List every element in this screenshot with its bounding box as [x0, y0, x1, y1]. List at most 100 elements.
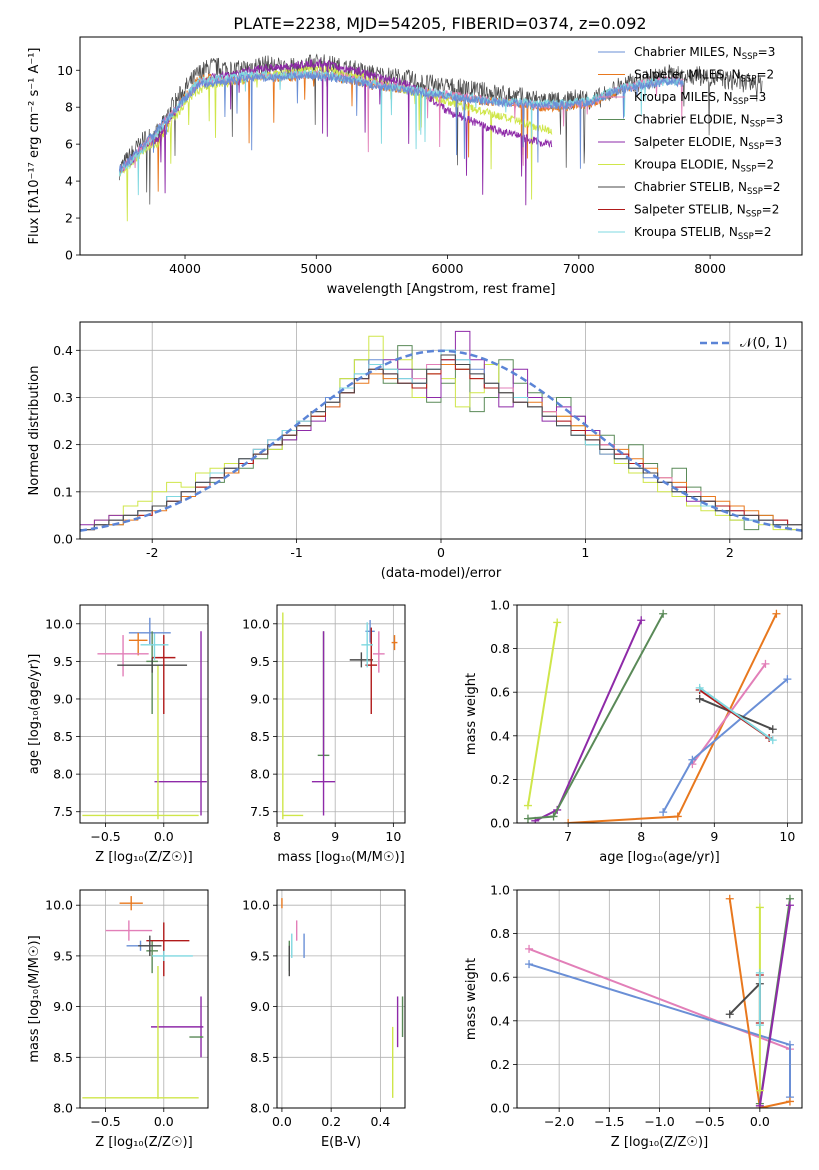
data-point: [564, 819, 573, 823]
histogram-step: [80, 354, 802, 539]
data-point: [768, 736, 777, 745]
y-tick-label: 9.5: [53, 948, 73, 963]
plot-area: [118, 53, 763, 222]
data-point: [523, 814, 532, 823]
data-point: [785, 901, 794, 910]
panel-massweight_vs_age: 7 8 9 10 0.0 0.2 0.4 0.6 0.8 1.0 age [log₁₀(age/yr…: [464, 598, 803, 865]
gaussian-curve: [80, 349, 802, 532]
y-tick-label: 2: [65, 211, 73, 226]
y-tick-label: 0.8: [490, 641, 510, 656]
x-axis-label: mass [log₁₀(M/M☉)]: [277, 850, 404, 865]
y-tick-label: 8.5: [53, 729, 73, 744]
mass-weight-line: [528, 947, 791, 1051]
panel-age_vs_mass: 8 9 10 7.5 8.0 8.5 9.0 9.5 10.0 mass [log₁₀(M/M☉)…: [242, 604, 406, 865]
data-point: [755, 1086, 764, 1095]
plot-area: [82, 896, 204, 1099]
y-tick-label: 1.0: [490, 883, 510, 898]
mass-weight-line: [527, 622, 559, 806]
mass-weight-line: [691, 663, 767, 765]
panel-frame: [516, 604, 803, 824]
y-tick-label: 8.5: [53, 1050, 73, 1065]
x-tick-label: −2.0: [544, 1114, 574, 1129]
data-point: [725, 894, 734, 903]
y-tick-label: 0: [65, 248, 73, 263]
y-tick-label: 0.2: [490, 1057, 510, 1072]
y-tick-label: 0.6: [490, 685, 510, 700]
data-point: [755, 1101, 764, 1108]
y-axis-label: Normed distribution: [27, 366, 42, 496]
legend-label: Chabrier ELODIE, NSSP=3: [634, 113, 783, 130]
legend-label: Salpeter STELIB, NSSP=2: [634, 203, 779, 220]
plot-area: [523, 609, 792, 823]
y-tick-label: 0.6: [490, 970, 510, 985]
x-tick-label: 0: [437, 545, 445, 560]
x-tick-label: 4000: [169, 261, 201, 276]
x-axis-label: Z [log₁₀(Z/Z☉)]: [95, 1135, 192, 1150]
x-tick-label: −1.5: [594, 1114, 624, 1129]
data-point: [785, 1040, 794, 1049]
x-tick-label: 7: [564, 829, 572, 844]
plot-area: [82, 617, 207, 820]
panel-spectrum: 4000 5000 6000 7000 8000 0 2 4 6 8 10 wavelength [A…: [27, 36, 803, 297]
panel-age_vs_Z: −0.5 0.0 7.5 8.0 8.5 9.0 9.5 10.0 Z [log₁₀(Z/Z☉)…: [27, 604, 209, 865]
x-tick-label: 8: [637, 829, 645, 844]
y-axis-label: mass weight: [464, 673, 479, 755]
y-tick-label: 0.8: [490, 926, 510, 941]
x-tick-label: 0.0: [750, 1114, 770, 1129]
x-axis-label: (data-model)/error: [381, 566, 502, 581]
data-point: [659, 808, 668, 817]
y-tick-label: 9.0: [53, 691, 73, 706]
legend-label: Kroupa MILES, NSSP=3: [634, 90, 766, 107]
x-tick-label: 1: [581, 545, 589, 560]
data-point: [659, 609, 668, 618]
legend-label: Chabrier STELIB, NSSP=2: [634, 180, 781, 197]
y-axis-label: Flux [fλ10⁻¹⁷ erg cm⁻² s⁻¹ A⁻¹]: [27, 48, 42, 245]
legend-label: Kroupa ELODIE, NSSP=2: [634, 158, 774, 175]
x-tick-label: 10: [779, 829, 795, 844]
data-point: [637, 616, 646, 625]
y-tick-label: 0.0: [53, 532, 73, 547]
panel-frame: [79, 889, 209, 1109]
spectrum-series-line: [119, 53, 763, 205]
y-tick-label: 0.4: [53, 343, 73, 358]
plot-area: [525, 894, 794, 1108]
mass-weight-line: [662, 678, 789, 813]
panel-frame: [79, 36, 803, 256]
y-tick-label: 4: [65, 174, 73, 189]
x-tick-label: -2: [146, 545, 158, 560]
x-axis-label: E(B-V): [321, 1135, 361, 1150]
panel-frame: [276, 604, 406, 824]
y-tick-label: 9.0: [250, 999, 270, 1014]
x-tick-label: 0.0: [154, 829, 174, 844]
y-tick-label: 7.5: [250, 804, 270, 819]
x-axis-label: Z [log₁₀(Z/Z☉)]: [611, 1135, 708, 1150]
y-tick-label: 10.0: [242, 898, 270, 913]
spectrum-series-line: [118, 71, 684, 173]
x-tick-label: 6000: [432, 261, 464, 276]
y-tick-label: 8: [65, 100, 73, 115]
y-tick-label: 9.5: [250, 654, 270, 669]
x-tick-label: 7000: [563, 261, 595, 276]
mass-weight-line: [527, 613, 665, 820]
y-tick-label: 8.0: [250, 767, 270, 782]
x-axis-label: Z [log₁₀(Z/Z☉)]: [95, 850, 192, 865]
panel-frame: [79, 604, 209, 824]
data-point: [523, 801, 532, 810]
x-axis-label: wavelength [Angstrom, rest frame]: [327, 282, 556, 297]
data-point: [553, 618, 562, 627]
legend-label: Salpeter ELODIE, NSSP=3: [634, 135, 782, 152]
y-tick-label: 1.0: [490, 598, 510, 613]
y-tick-label: 0.0: [490, 1101, 510, 1116]
x-tick-label: 10: [385, 829, 401, 844]
y-tick-label: 10.0: [242, 616, 270, 631]
mass-weight-line: [758, 905, 791, 1106]
y-tick-label: 8.0: [250, 1101, 270, 1116]
x-tick-label: −0.5: [90, 1114, 120, 1129]
y-tick-label: 9.5: [250, 948, 270, 963]
plot-area: [281, 898, 404, 1098]
x-tick-label: 9: [710, 829, 718, 844]
mass-weight-line: [728, 898, 791, 1108]
y-tick-label: 9.0: [53, 999, 73, 1014]
data-point: [783, 675, 792, 684]
